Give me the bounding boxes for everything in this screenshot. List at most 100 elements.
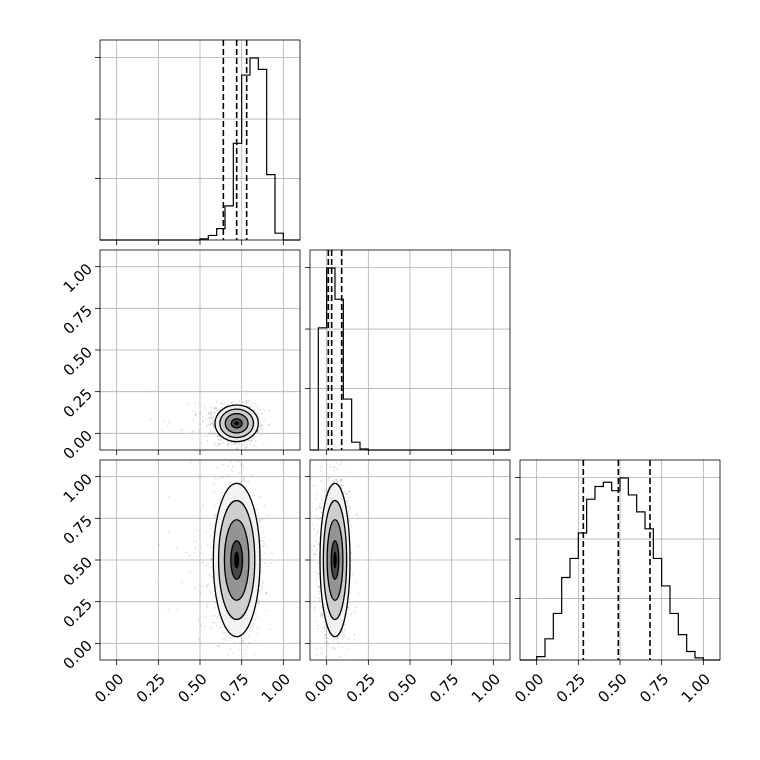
sample-point (301, 539, 303, 541)
sample-point (216, 644, 219, 647)
sample-point (238, 444, 241, 446)
sample-point (208, 576, 211, 579)
sample-point (254, 611, 257, 614)
sample-point (231, 470, 234, 472)
sample-point (209, 417, 212, 420)
sample-point (327, 632, 329, 635)
sample-point (215, 513, 218, 516)
sample-point (316, 531, 319, 534)
sample-point (356, 545, 359, 548)
sample-point (307, 522, 309, 524)
sample-point (206, 543, 209, 546)
sample-point (213, 621, 216, 624)
sample-point (351, 573, 354, 576)
sample-point (346, 501, 349, 503)
sample-point (208, 416, 210, 419)
sample-point (328, 477, 331, 480)
sample-point (217, 616, 220, 619)
sample-point (318, 590, 321, 593)
sample-point (332, 646, 334, 649)
sample-point (320, 495, 323, 498)
sample-point (226, 443, 229, 446)
density-contour (219, 408, 255, 439)
sample-point (307, 616, 309, 618)
sample-point (216, 434, 219, 437)
sample-point (218, 443, 221, 446)
sample-point (322, 621, 324, 623)
sample-point (350, 524, 352, 527)
sample-point (329, 465, 332, 468)
y-tick-label: 1.00 (60, 260, 96, 296)
sample-point (317, 624, 320, 627)
sample-point (231, 465, 234, 468)
sample-point (265, 609, 268, 612)
sample-point (158, 543, 161, 546)
sample-point (222, 403, 225, 406)
sample-point (208, 574, 211, 576)
sample-point (338, 655, 341, 658)
sample-point (347, 505, 350, 508)
sample-point (320, 615, 323, 617)
sample-point (344, 491, 347, 493)
sample-point (163, 420, 166, 423)
sample-point (333, 480, 336, 483)
sample-point (324, 625, 327, 628)
sample-point (207, 565, 209, 567)
sample-point (306, 535, 308, 537)
sample-point (315, 549, 318, 552)
sample-point (236, 446, 239, 449)
sample-point (324, 656, 327, 659)
sample-point (245, 441, 248, 444)
sample-point (326, 641, 329, 644)
sample-point (251, 402, 254, 404)
sample-point (321, 613, 324, 616)
sample-point (244, 635, 247, 638)
sample-point (213, 414, 216, 417)
sample-point (353, 638, 356, 641)
sample-point (239, 463, 242, 466)
sample-point (350, 613, 353, 616)
sample-point (194, 414, 197, 417)
sample-point (205, 602, 208, 605)
sample-point (315, 534, 317, 536)
sample-point (340, 632, 343, 635)
sample-point (239, 481, 242, 484)
sample-point (213, 426, 215, 429)
sample-point (257, 405, 260, 408)
sample-point (226, 445, 229, 448)
histogram-panel-3: 0.00 0.25 0.50 0.75 1.00 (511, 459, 721, 706)
sample-point (234, 442, 237, 445)
sample-point (261, 536, 263, 539)
sample-point (185, 551, 188, 554)
x-tick-label: 0.75 (636, 670, 672, 706)
sample-point (223, 637, 226, 640)
histogram-panel-1 (95, 39, 301, 245)
x-tick-label: 1.00 (468, 670, 504, 706)
sample-point (259, 425, 262, 427)
sample-point (267, 424, 270, 426)
sample-point (249, 441, 252, 443)
sample-point (338, 434, 340, 436)
sample-point (345, 492, 348, 495)
sample-point (200, 624, 203, 627)
sample-point (210, 535, 213, 537)
sample-point (332, 469, 335, 472)
sample-point (269, 628, 272, 631)
sample-point (207, 412, 210, 414)
sample-point (318, 542, 321, 545)
sample-point (150, 418, 153, 421)
sample-point (248, 635, 251, 638)
sample-point (192, 419, 195, 422)
sample-point (205, 531, 208, 533)
y-tick-label: 0.50 (60, 553, 96, 589)
sample-point (210, 416, 212, 419)
scatter-panel-1: 0.00 0.25 0.50 0.75 1.00 (60, 249, 301, 463)
sample-point (243, 633, 246, 636)
sample-point (206, 605, 208, 607)
sample-point (180, 581, 183, 583)
sample-point (208, 413, 210, 416)
sample-point (253, 494, 256, 497)
sample-point (198, 618, 200, 621)
sample-point (226, 403, 229, 406)
sample-point (317, 562, 320, 564)
